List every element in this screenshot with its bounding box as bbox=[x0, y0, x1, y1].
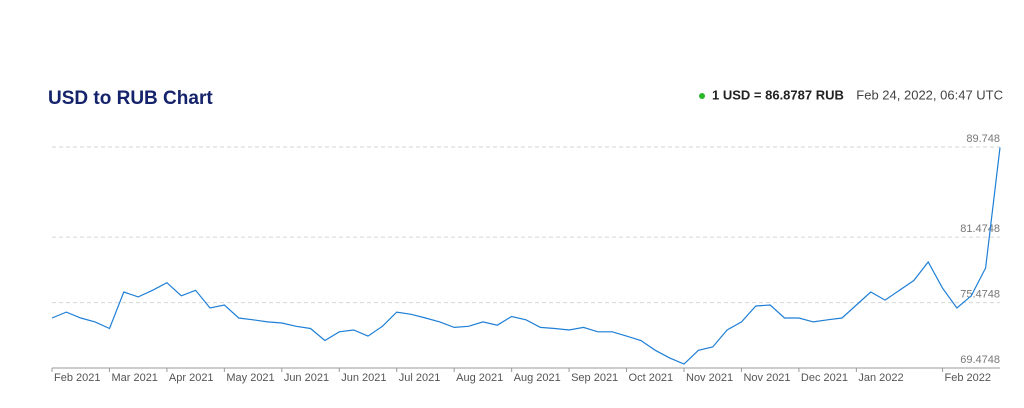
x-tick-label: Mar 2021 bbox=[111, 372, 157, 384]
x-tick-label: Apr 2021 bbox=[169, 372, 214, 384]
y-tick-label: 81.4748 bbox=[960, 223, 1000, 235]
x-tick-label: Dec 2021 bbox=[801, 372, 848, 384]
x-tick-label: Jun 2021 bbox=[284, 372, 329, 384]
timestamp: Feb 24, 2022, 06:47 UTC bbox=[856, 87, 1003, 102]
x-tick-label: Feb 2021 bbox=[54, 372, 100, 384]
x-tick-label: Jul 2021 bbox=[399, 372, 441, 384]
y-tick-label: 89.748 bbox=[966, 133, 1000, 145]
x-tick-label: Jan 2022 bbox=[858, 372, 903, 384]
x-tick-label: Aug 2021 bbox=[456, 372, 503, 384]
x-tick-label: Sep 2021 bbox=[571, 372, 618, 384]
x-tick-label: Feb 2022 bbox=[945, 372, 991, 384]
x-tick-label: Nov 2021 bbox=[686, 372, 733, 384]
x-tick-label: Aug 2021 bbox=[514, 372, 561, 384]
chart-title: USD to RUB Chart bbox=[48, 88, 213, 109]
x-tick-label: Jun 2021 bbox=[341, 372, 386, 384]
x-tick-label: Nov 2021 bbox=[743, 372, 790, 384]
x-tick-label: May 2021 bbox=[226, 372, 274, 384]
line-series bbox=[51, 147, 1001, 365]
rate-label: 1 USD = 86.8787 RUB bbox=[712, 87, 844, 102]
status-dot bbox=[699, 93, 705, 99]
y-tick-label: 69.4748 bbox=[960, 354, 1000, 366]
y-tick-label: 75.4748 bbox=[960, 288, 1000, 300]
x-tick-label: Oct 2021 bbox=[629, 372, 674, 384]
